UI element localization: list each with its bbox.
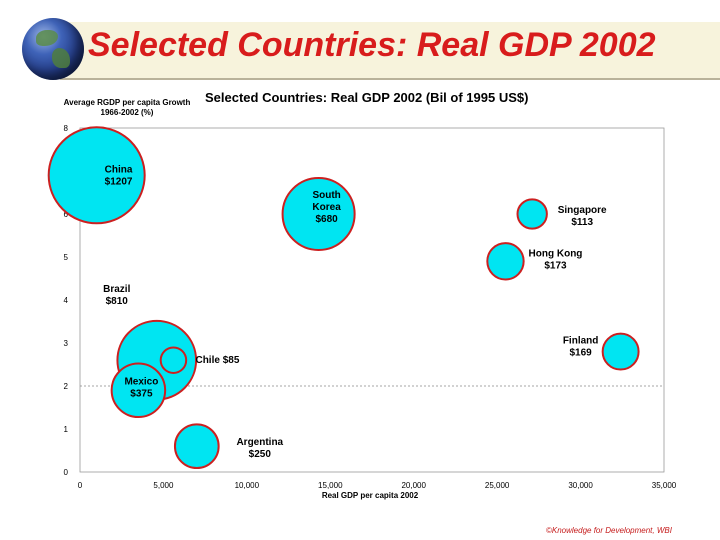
bubble-china xyxy=(47,126,146,225)
header-band xyxy=(60,22,720,80)
bubble-label-singapore: Singapore xyxy=(558,205,607,216)
bubble-label-singapore: $113 xyxy=(571,217,593,228)
bubble-label-finland: $169 xyxy=(569,348,592,359)
bubble-label-finland: Finland xyxy=(563,336,599,347)
plot-frame xyxy=(79,127,665,473)
y-tick-label: 4 xyxy=(64,296,69,305)
bubble-label-brazil: $810 xyxy=(106,296,129,307)
bubble-label-mexico: $375 xyxy=(130,388,153,399)
y-tick-label: 3 xyxy=(64,339,69,348)
bubble-mexico xyxy=(110,362,167,419)
y-tick-label: 1 xyxy=(64,425,69,434)
bubble-chile xyxy=(159,346,188,374)
globe-icon xyxy=(22,18,84,80)
bubble-label-south-korea: South xyxy=(312,190,340,201)
x-tick-label: 30,000 xyxy=(568,481,593,490)
bubble-label-brazil: Brazil xyxy=(103,284,130,295)
x-tick-label: 25,000 xyxy=(485,481,510,490)
bubble-label-mexico: Mexico xyxy=(124,376,158,387)
bubble-hong-kong xyxy=(486,242,525,281)
bubble-label-south-korea: $680 xyxy=(315,214,338,225)
x-tick-label: 20,000 xyxy=(401,481,426,490)
bubble-label-south-korea: Korea xyxy=(312,202,341,213)
bubble-south-korea xyxy=(281,176,356,252)
bubble-label-china: $1207 xyxy=(105,176,133,187)
page-title: Selected Countries: Real GDP 2002 xyxy=(88,26,656,64)
x-tick-label: 10,000 xyxy=(235,481,260,490)
bubble-label-hong-kong: $173 xyxy=(544,260,567,271)
x-tick-label: 5,000 xyxy=(153,481,174,490)
x-tick-label: 35,000 xyxy=(652,481,677,490)
bubble-argentina xyxy=(173,423,220,470)
bubble-singapore xyxy=(516,198,548,230)
bubble-label-china: China xyxy=(105,164,133,175)
bubble-label-chile: Chile $85 xyxy=(195,355,239,366)
header-rule xyxy=(60,78,720,80)
y-tick-label: 5 xyxy=(64,253,69,262)
chart-title: Selected Countries: Real GDP 2002 (Bil o… xyxy=(205,90,529,105)
x-tick-label: 0 xyxy=(78,481,83,490)
y-tick-label: 0 xyxy=(64,468,69,477)
bubble-label-argentina: Argentina xyxy=(236,437,283,448)
bubble-finland xyxy=(601,332,640,371)
y-tick-label: 8 xyxy=(64,124,69,133)
x-axis-title: Real GDP per capita 2002 xyxy=(321,491,419,500)
y-tick-label: 2 xyxy=(64,382,69,391)
x-tick-label: 15,000 xyxy=(318,481,343,490)
y-tick-label: 6 xyxy=(64,210,69,219)
y-axis-title: Average RGDP per capita Growth 1966-2002… xyxy=(63,98,191,117)
credit-text: ©Knowledge for Development, WBI xyxy=(546,526,672,535)
bubble-label-hong-kong: Hong Kong xyxy=(529,248,583,259)
bubble-label-argentina: $250 xyxy=(249,449,272,460)
